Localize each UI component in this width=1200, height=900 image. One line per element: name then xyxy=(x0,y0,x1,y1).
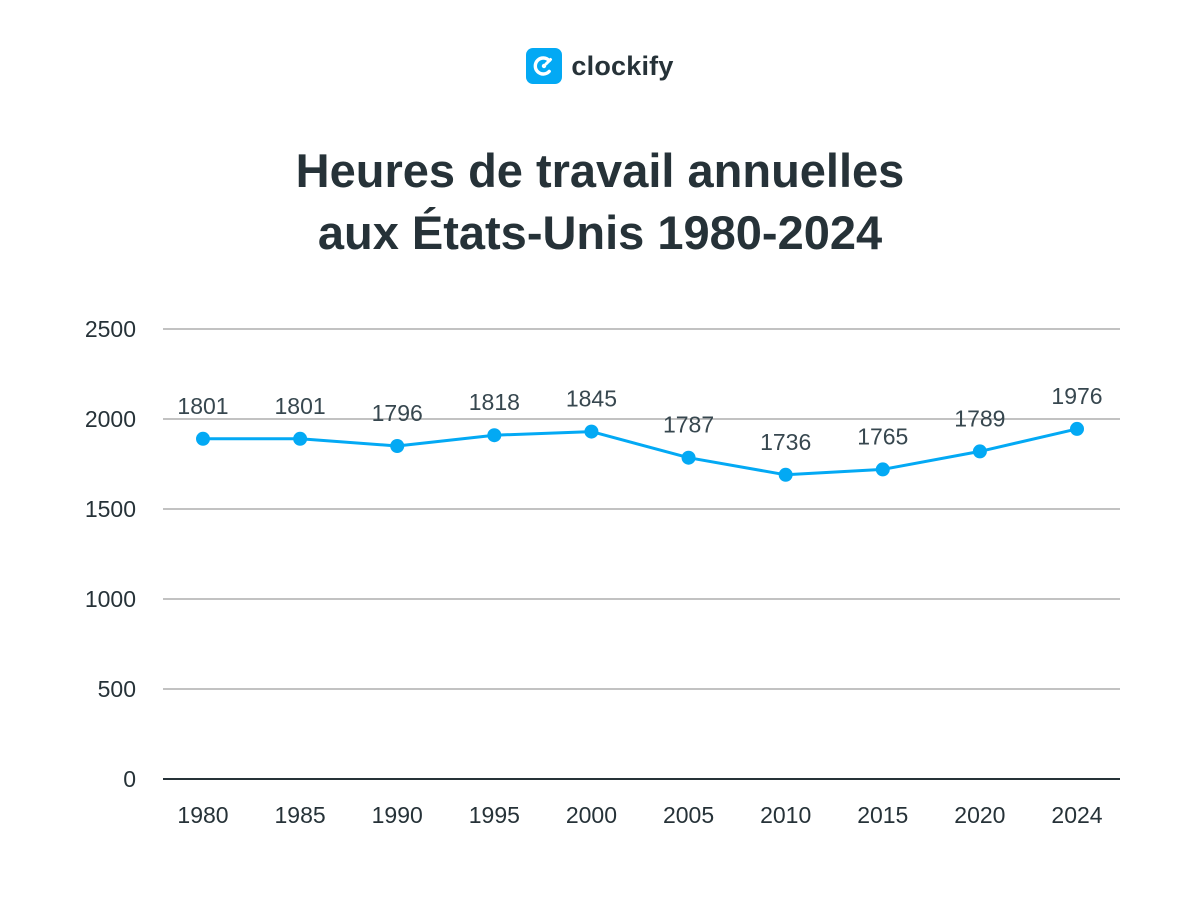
data-label-2000: 1845 xyxy=(566,386,617,412)
brand-header: clockify xyxy=(0,48,1200,84)
y-tick-label-500: 500 xyxy=(98,676,136,702)
data-label-1990: 1796 xyxy=(372,400,423,426)
x-tick-label-2005: 2005 xyxy=(663,802,714,828)
y-tick-label-2000: 2000 xyxy=(85,406,136,432)
x-tick-label-1980: 1980 xyxy=(177,802,228,828)
y-tick-label-2500: 2500 xyxy=(85,316,136,342)
x-tick-label-1995: 1995 xyxy=(469,802,520,828)
series-line xyxy=(203,427,1078,477)
chart-title-line-2: aux États-Unis 1980-2024 xyxy=(317,206,883,259)
x-tick-label-2015: 2015 xyxy=(857,802,908,828)
chart-title-line-1: Heures de travail annuelles xyxy=(295,144,905,197)
x-tick-label-2024: 2024 xyxy=(1051,802,1102,828)
y-tick-label-1000: 1000 xyxy=(85,586,136,612)
y-tick-label-1500: 1500 xyxy=(85,496,136,522)
data-point-2005 xyxy=(681,450,696,465)
data-label-2024: 1976 xyxy=(1051,383,1102,409)
data-point-2020 xyxy=(972,444,987,459)
data-label-2020: 1789 xyxy=(954,405,1005,431)
data-point-1985 xyxy=(293,431,308,446)
x-tick-label-2020: 2020 xyxy=(954,802,1005,828)
data-point-1990 xyxy=(390,439,405,453)
data-point-1995 xyxy=(487,428,502,443)
chart-title: Heures de travail annuelles aux États-Un… xyxy=(0,140,1200,264)
data-point-2024 xyxy=(1070,421,1084,436)
x-tick-label-2000: 2000 xyxy=(566,802,617,828)
x-tick-label-1985: 1985 xyxy=(275,802,326,828)
clockify-logo-icon xyxy=(526,48,563,84)
data-label-2005: 1787 xyxy=(663,412,714,438)
data-point-2000 xyxy=(584,424,599,439)
data-label-1980: 1801 xyxy=(177,393,228,419)
data-label-1995: 1818 xyxy=(469,389,520,415)
x-tick-label-2010: 2010 xyxy=(760,802,811,828)
data-point-2010 xyxy=(778,467,793,482)
y-tick-label-0: 0 xyxy=(123,766,136,792)
data-label-1985: 1801 xyxy=(275,393,326,419)
x-tick-label-1990: 1990 xyxy=(372,802,423,828)
brand-name: clockify xyxy=(571,50,674,81)
data-label-2015: 1765 xyxy=(857,423,908,449)
data-point-1980 xyxy=(196,431,210,446)
data-label-2010: 1736 xyxy=(760,429,811,455)
data-point-2015 xyxy=(875,462,890,477)
